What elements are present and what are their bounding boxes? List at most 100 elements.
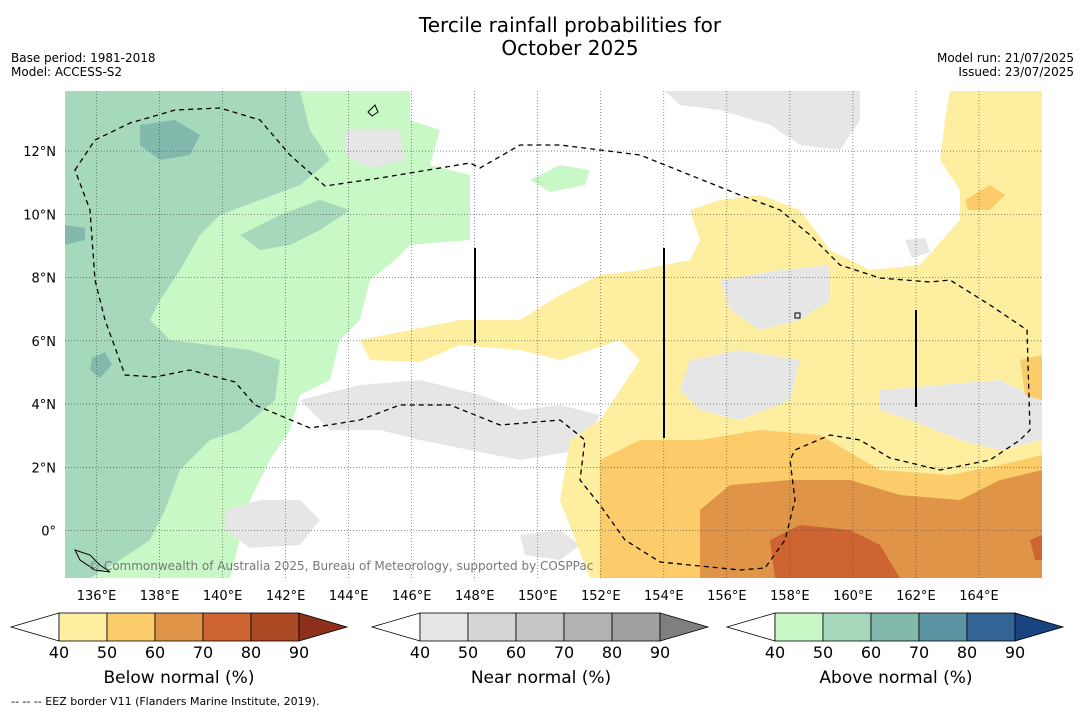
latitude-label: 2°N xyxy=(32,461,57,476)
colorbar-high-extension xyxy=(298,612,349,642)
colorbar-segment xyxy=(870,612,920,642)
above-normal-70-patch-2 xyxy=(90,352,112,378)
colorbar-tick-label: 40 xyxy=(765,643,785,662)
above-normal-60-patch xyxy=(240,200,350,250)
longitude-label: 158°E xyxy=(770,589,810,604)
colorbar-low-extension xyxy=(725,612,776,642)
island-mark-2 xyxy=(74,549,111,573)
longitude-label: 138°E xyxy=(140,589,180,604)
base-period: Base period: 1981-2018 xyxy=(11,51,156,65)
near-normal-patch-9 xyxy=(905,238,930,258)
copyright-notice: © Commonwealth of Australia 2025, Bureau… xyxy=(88,559,593,573)
colorbar-tick-label: 40 xyxy=(410,643,430,662)
colorbar-segment xyxy=(58,612,108,642)
latitude-label: 10°N xyxy=(23,208,56,223)
colorbar-tick-label: 60 xyxy=(145,643,165,662)
colorbar-tick-label: 80 xyxy=(957,643,977,662)
near-normal-patch-6 xyxy=(300,380,600,460)
title-line-1: Tercile rainfall probabilities for xyxy=(418,13,722,37)
longitude-label: 160°E xyxy=(833,589,873,604)
colorbar-low-extension xyxy=(370,612,421,642)
colorbar-segment xyxy=(918,612,968,642)
near-normal-patch-8 xyxy=(520,530,580,560)
colorbar-tick-label: 70 xyxy=(554,643,574,662)
latitude-label: 4°N xyxy=(32,398,57,413)
graticule xyxy=(65,91,1042,578)
eez-footer-note: -- -- -- EEZ border V11 (Flanders Marine… xyxy=(11,695,320,708)
colorbar-segment xyxy=(563,612,613,642)
title-line-2: October 2025 xyxy=(501,36,639,60)
above-normal-60-region xyxy=(65,91,330,578)
colorbar-tick-label: 50 xyxy=(813,643,833,662)
latitude-label: 0° xyxy=(41,525,56,540)
below-normal-40-region xyxy=(360,91,1042,578)
colorbar-high-extension xyxy=(1014,612,1065,642)
near-normal-patch-4 xyxy=(680,350,800,420)
colorbar-tick-label: 80 xyxy=(241,643,261,662)
colorbar-tick-label: 70 xyxy=(193,643,213,662)
longitude-label: 148°E xyxy=(455,589,495,604)
longitude-label: 164°E xyxy=(959,589,999,604)
above-normal-70-patch xyxy=(65,225,85,245)
colorbar-segment xyxy=(106,612,156,642)
model-name: Model: ACCESS-S2 xyxy=(11,65,123,79)
eez-border-palau xyxy=(74,107,1031,571)
longitude-label: 152°E xyxy=(581,589,621,604)
longitude-label: 144°E xyxy=(329,589,369,604)
colorbar-high-extension xyxy=(659,612,710,642)
longitude-label: 136°E xyxy=(77,589,117,604)
latitude-labels: 12°N 10°N 8°N 6°N 4°N 2°N 0° xyxy=(23,145,56,539)
colorbar-segment xyxy=(467,612,517,642)
above-normal-title: Above normal (%) xyxy=(819,668,973,688)
colorbars: 40 50 60 70 80 90 40 50 60 70 80 90 40 50 60 70 80 90 xyxy=(9,612,1065,662)
colorbar-segment xyxy=(250,612,300,642)
near-normal-patch-3 xyxy=(720,265,830,330)
map-panel: © Commonwealth of Australia 2025, Bureau… xyxy=(65,91,1042,578)
longitude-label: 154°E xyxy=(644,589,684,604)
above-normal-50-patch xyxy=(530,165,590,192)
below-normal-70-patch xyxy=(1030,535,1042,560)
longitude-label: 156°E xyxy=(707,589,747,604)
colorbar-tick-label: 90 xyxy=(1005,643,1025,662)
colorbar-tick-label: 50 xyxy=(458,643,478,662)
meta-left: Base period: 1981-2018 Model: ACCESS-S2 xyxy=(11,51,156,79)
below-normal-title: Below normal (%) xyxy=(103,668,255,688)
below-normal-50-patch-2 xyxy=(1020,355,1042,400)
colorbar-tick-label: 60 xyxy=(506,643,526,662)
model-run: Model run: 21/07/2025 xyxy=(936,51,1074,65)
longitude-label: 142°E xyxy=(266,589,306,604)
longitude-labels: 136°E 138°E 140°E 142°E 144°E 146°E 148°E 150°E… xyxy=(77,589,999,604)
issued-date: Issued: 23/07/2025 xyxy=(958,65,1074,79)
near-normal-title: Near normal (%) xyxy=(470,668,612,688)
longitude-label: 150°E xyxy=(518,589,558,604)
colorbar-tick-label: 70 xyxy=(909,643,929,662)
near-normal-patch-2 xyxy=(345,130,405,168)
island-mark xyxy=(367,104,379,117)
near-normal-patch-5 xyxy=(880,380,1042,450)
longitude-label: 146°E xyxy=(392,589,432,604)
colorbar-segment xyxy=(515,612,565,642)
longitude-label: 140°E xyxy=(203,589,243,604)
colorbar-tick-label: 80 xyxy=(602,643,622,662)
island-mark-3 xyxy=(794,312,801,319)
below-normal-50-patch xyxy=(965,185,1005,210)
latitude-label: 8°N xyxy=(32,272,57,287)
colorbar-tick-label: 90 xyxy=(650,643,670,662)
colorbar-tick-label: 90 xyxy=(289,643,309,662)
above-normal-70-region xyxy=(140,120,200,160)
near-normal-patch-7 xyxy=(225,500,320,548)
colorbar-segment xyxy=(419,612,469,642)
colorbar-segment xyxy=(202,612,252,642)
below-normal-70-region xyxy=(770,525,900,578)
colorbar-segment xyxy=(774,612,824,642)
latitude-label: 6°N xyxy=(32,335,57,350)
colorbar-segment xyxy=(154,612,204,642)
colorbar-segment xyxy=(822,612,872,642)
meta-right: Model run: 21/07/2025 Issued: 23/07/2025 xyxy=(937,51,1074,79)
colorbar-segment xyxy=(966,612,1016,642)
colorbar-low-extension xyxy=(9,612,60,642)
colorbar-tick-label: 50 xyxy=(97,643,117,662)
colorbar-tick-label: 40 xyxy=(49,643,69,662)
latitude-label: 12°N xyxy=(23,145,56,160)
